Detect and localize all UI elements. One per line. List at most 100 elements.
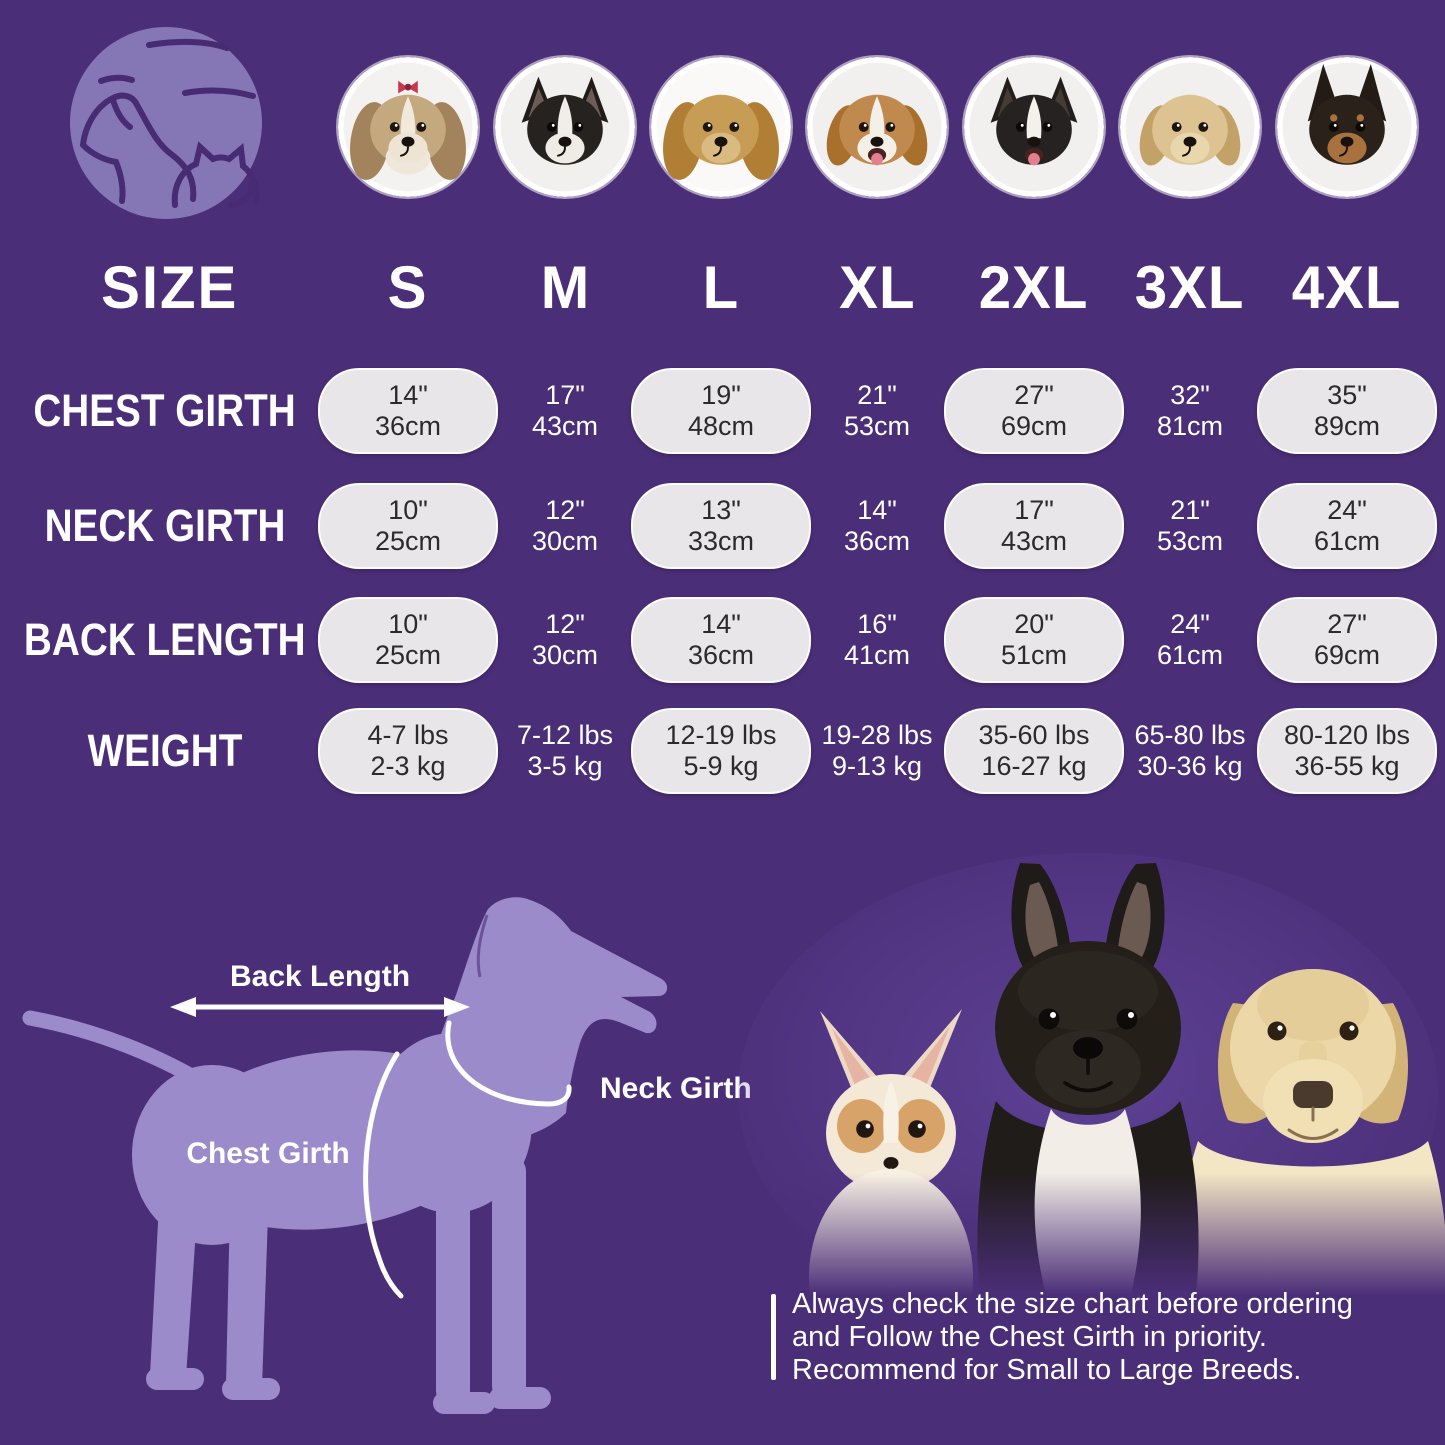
value-inches: 12" (545, 609, 585, 639)
size-cell: 65-80 lbs 30-36 kg (1102, 710, 1278, 792)
value-inches: 24" (1327, 495, 1367, 525)
size-cell: 21" 53cm (1102, 485, 1278, 567)
value-metric: 25cm (374, 526, 442, 556)
value-metric: 53cm (1156, 526, 1224, 556)
size-cell: 10" 25cm (318, 597, 498, 683)
size-column-header: M (540, 253, 590, 321)
value-inches: 7-12 lbs (516, 720, 614, 750)
ear-detail-line (476, 914, 489, 978)
size-cell: 16" 41cm (789, 599, 965, 681)
size-cell: 12" 30cm (477, 599, 653, 681)
value-inches: 20" (1014, 609, 1054, 639)
chest-girth-label: Chest Girth (186, 1137, 350, 1170)
value-inches: 16" (857, 609, 897, 639)
value-metric: 69cm (1000, 411, 1068, 441)
value-inches: 13" (701, 495, 741, 525)
breed-photo-shih-tzu (338, 57, 478, 197)
breed-photo-boston-terrier (495, 57, 635, 197)
value-metric: 61cm (1156, 640, 1224, 670)
photo-bottom-fade (728, 1173, 1445, 1295)
size-column-header: 4XL (1292, 253, 1402, 321)
value-metric: 89cm (1313, 411, 1381, 441)
size-cell: 14" 36cm (631, 597, 811, 683)
size-cell: 20" 51cm (944, 597, 1124, 683)
size-cell: 17" 43cm (477, 370, 653, 452)
value-metric: 36cm (374, 411, 442, 441)
breed-photo-doberman (1277, 57, 1417, 197)
size-cell: 12-19 lbs 5-9 kg (631, 708, 811, 794)
breed-photo-beagle (807, 57, 947, 197)
dogs-photo-chihuahua-frenchie-labrador (728, 853, 1445, 1295)
value-inches: 12-19 lbs (665, 720, 777, 750)
size-cell: 4-7 lbs 2-3 kg (318, 708, 498, 794)
table-row: NECK GIRTH 10" 25cm 12" 30cm 13" 33cm 14" 36cm 17… (0, 483, 1445, 569)
value-inches: 17" (1014, 495, 1054, 525)
note-line: and Follow the Chest Girth in priority. (792, 1321, 1267, 1353)
value-inches: 35-60 lbs (978, 720, 1090, 750)
note-text: Always check the size chart before order… (792, 1288, 1353, 1387)
value-inches: 35" (1327, 380, 1367, 410)
value-metric: 69cm (1313, 640, 1381, 670)
value-inches: 27" (1327, 609, 1367, 639)
value-inches: 10" (388, 495, 428, 525)
size-cell: 35" 89cm (1257, 368, 1437, 454)
size-cell: 7-12 lbs 3-5 kg (477, 710, 653, 792)
value-metric: 43cm (1000, 526, 1068, 556)
value-metric: 25cm (374, 640, 442, 670)
size-cell: 27" 69cm (1257, 597, 1437, 683)
value-inches: 27" (1014, 380, 1054, 410)
value-inches: 14" (388, 380, 428, 410)
value-inches: 21" (1170, 495, 1210, 525)
value-inches: 19-28 lbs (821, 720, 933, 750)
value-inches: 24" (1170, 609, 1210, 639)
size-cell: 35-60 lbs 16-27 kg (944, 708, 1124, 794)
row-label: CHEST GIRTH (33, 385, 297, 436)
size-cell: 32" 81cm (1102, 370, 1278, 452)
size-cell: 19-28 lbs 9-13 kg (789, 710, 965, 792)
table-row: WEIGHT 4-7 lbs 2-3 kg 7-12 lbs 3-5 kg 12-19 l… (0, 708, 1445, 794)
size-cell: 21" 53cm (789, 370, 965, 452)
value-metric: 81cm (1156, 411, 1224, 441)
table-row: BACK LENGTH 10" 25cm 12" 30cm 14" 36cm 16" 41cm 2… (0, 597, 1445, 683)
value-inches: 14" (857, 495, 897, 525)
value-metric: 16-27 kg (981, 751, 1087, 781)
breed-photo-border-collie (964, 57, 1104, 197)
chihuahua-photo (809, 1009, 973, 1295)
size-cell: 14" 36cm (318, 368, 498, 454)
value-metric: 43cm (531, 411, 599, 441)
size-cell: 24" 61cm (1257, 483, 1437, 569)
value-inches: 80-120 lbs (1283, 720, 1411, 750)
value-metric: 5-9 kg (683, 751, 759, 781)
value-inches: 12" (545, 495, 585, 525)
size-column-header: 2XL (979, 253, 1089, 321)
value-metric: 36cm (843, 526, 911, 556)
value-inches: 14" (701, 609, 741, 639)
size-cell: 13" 33cm (631, 483, 811, 569)
measurement-diagram-dog-silhouette (22, 897, 668, 1414)
row-label: BACK LENGTH (24, 614, 306, 665)
value-metric: 53cm (843, 411, 911, 441)
value-inches: 4-7 lbs (367, 720, 449, 750)
breed-photo-row (0, 57, 1445, 197)
breed-photo-labrador-retriever (1120, 57, 1260, 197)
value-metric: 36-55 kg (1294, 751, 1400, 781)
value-inches: 10" (388, 609, 428, 639)
size-cell: 17" 43cm (944, 483, 1124, 569)
value-metric: 51cm (1000, 640, 1068, 670)
row-label: WEIGHT (87, 725, 243, 776)
value-metric: 41cm (843, 640, 911, 670)
size-cell: 80-120 lbs 36-55 kg (1257, 708, 1437, 794)
neck-girth-line (445, 1020, 572, 1107)
note-line: Always check the size chart before order… (792, 1288, 1353, 1320)
value-metric: 30-36 kg (1137, 751, 1243, 781)
size-corner-label: SIZE (101, 253, 239, 321)
note-line: Recommend for Small to Large Breeds. (792, 1354, 1302, 1386)
row-label: NECK GIRTH (44, 500, 286, 551)
chest-girth-line (363, 1051, 404, 1299)
table-row: CHEST GIRTH 14" 36cm 17" 43cm 19" 48cm 21" 53cm 2… (0, 368, 1445, 454)
value-inches: 17" (545, 380, 585, 410)
size-cell: 12" 30cm (477, 485, 653, 567)
size-cell: 24" 61cm (1102, 599, 1278, 681)
size-column-header: S (388, 253, 428, 321)
